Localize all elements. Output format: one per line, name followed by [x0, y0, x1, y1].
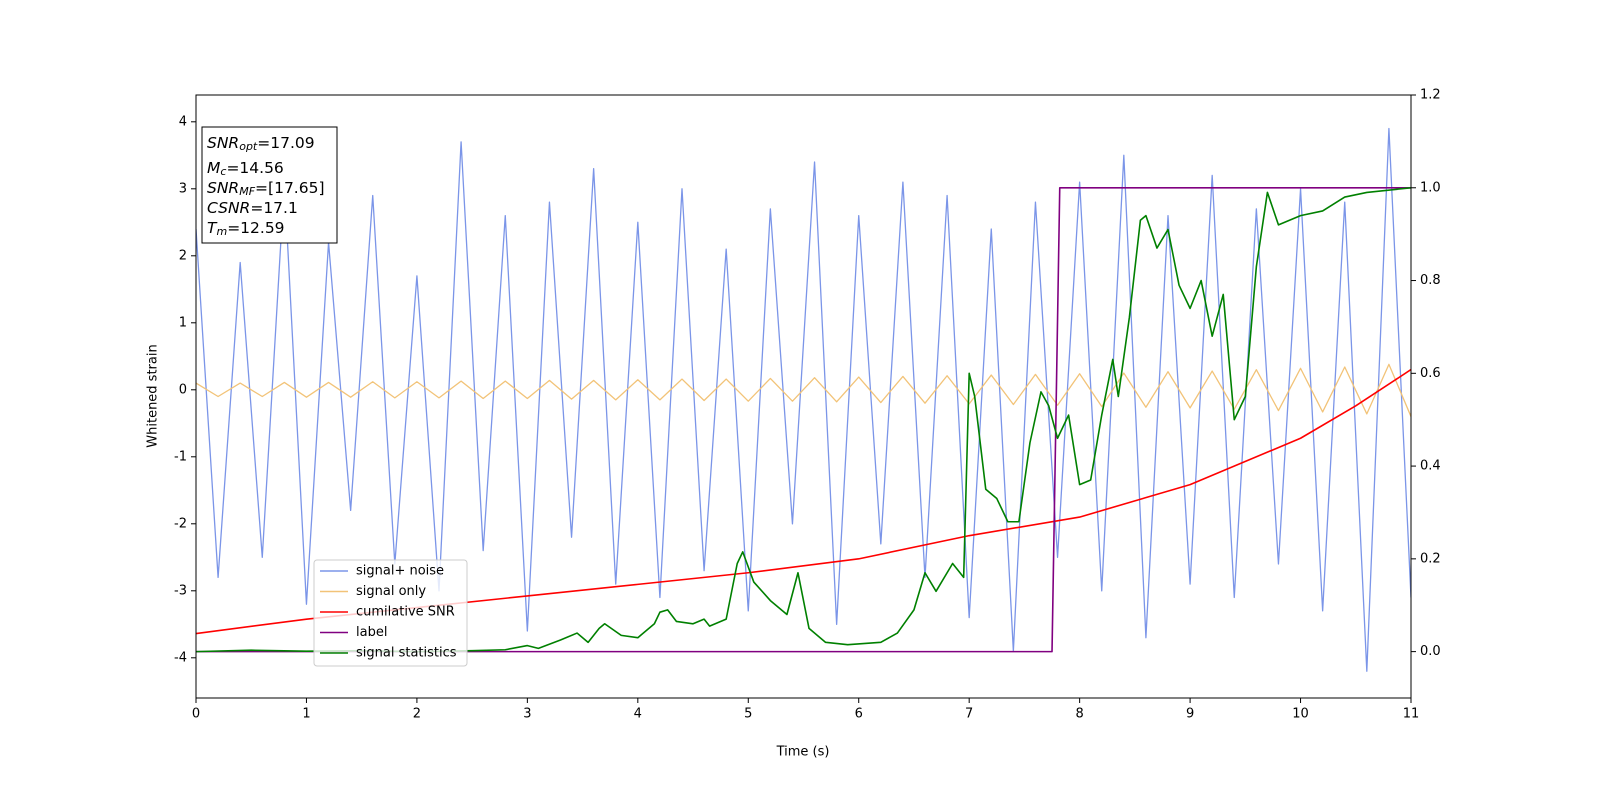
annotation-text: SNRMF=[17.65] — [207, 179, 325, 199]
y-tick-label: 0 — [179, 382, 187, 397]
annotation-rest: =12.59 — [227, 219, 284, 237]
legend-box — [313, 559, 468, 667]
y2-tick-label: 0.2 — [1420, 551, 1441, 566]
plot-frame — [195, 94, 1412, 699]
annotation-main: T — [207, 219, 218, 237]
series-line — [196, 186, 1411, 653]
annotation-sub: m — [216, 225, 227, 238]
y2-tick-label: 1.0 — [1420, 180, 1441, 195]
annotation-main: SNR — [207, 134, 239, 152]
y-tick-label: 2 — [179, 248, 187, 263]
series-line — [196, 127, 1411, 672]
x-tick-label: 1 — [302, 707, 310, 722]
annotation-main: M — [207, 159, 220, 177]
y-tick-label: -3 — [174, 583, 187, 598]
x-tick-label: 3 — [523, 707, 531, 722]
annotation-main: SNR — [207, 179, 239, 197]
series-line — [196, 363, 1411, 417]
y-axis-label: Whitened strain — [146, 344, 161, 447]
annotation-sub: opt — [239, 140, 258, 153]
x-tick-label: 11 — [1403, 707, 1420, 722]
y-tick-label: -1 — [174, 449, 187, 464]
y-tick-label: 1 — [179, 315, 187, 330]
x-tick-label: 2 — [413, 707, 421, 722]
legend-label: signal only — [356, 584, 426, 599]
y2-tick-label: 0.8 — [1420, 273, 1441, 288]
annotation-rest: =[17.65] — [255, 179, 324, 197]
x-tick-label: 7 — [965, 707, 973, 722]
y2-tick-label: 0.6 — [1420, 366, 1441, 381]
annotation-rest: =14.56 — [226, 159, 283, 177]
x-tick-label: 4 — [634, 707, 642, 722]
annotation-rest: =17.1 — [250, 199, 298, 217]
y-tick-label: -2 — [174, 516, 187, 531]
series-line — [196, 186, 1411, 653]
annotation-text: CSNR=17.1 — [207, 199, 298, 217]
annotation-text: Tm=12.59 — [207, 219, 285, 239]
x-tick-label: 0 — [192, 707, 200, 722]
y2-tick-label: 1.2 — [1420, 88, 1441, 103]
annotation-box — [201, 126, 338, 244]
annotation-text: SNRopt=17.09 — [207, 134, 315, 154]
x-tick-label: 10 — [1292, 707, 1309, 722]
annotation-sub: c — [220, 165, 226, 178]
x-tick-label: 9 — [1186, 707, 1194, 722]
annotation-rest: =17.09 — [257, 134, 314, 152]
x-tick-label: 5 — [744, 707, 752, 722]
legend-label: cumilative SNR — [356, 605, 455, 620]
annotation-text: Mc=14.56 — [207, 159, 284, 179]
legend-label: label — [356, 625, 387, 640]
annotation-main: CSNR — [207, 199, 250, 217]
legend-label: signal statistics — [356, 646, 457, 661]
x-tick-label: 8 — [1075, 707, 1083, 722]
legend-label: signal+ noise — [356, 564, 444, 579]
x-axis-label: Time (s) — [776, 745, 830, 760]
y2-tick-label: 0.4 — [1420, 459, 1441, 474]
y-tick-label: -4 — [174, 650, 187, 665]
y-tick-label: 3 — [179, 181, 187, 196]
annotation-sub: MF — [239, 185, 255, 198]
y-tick-label: 4 — [179, 114, 187, 129]
y2-tick-label: 0.0 — [1420, 644, 1441, 659]
x-tick-label: 6 — [855, 707, 863, 722]
